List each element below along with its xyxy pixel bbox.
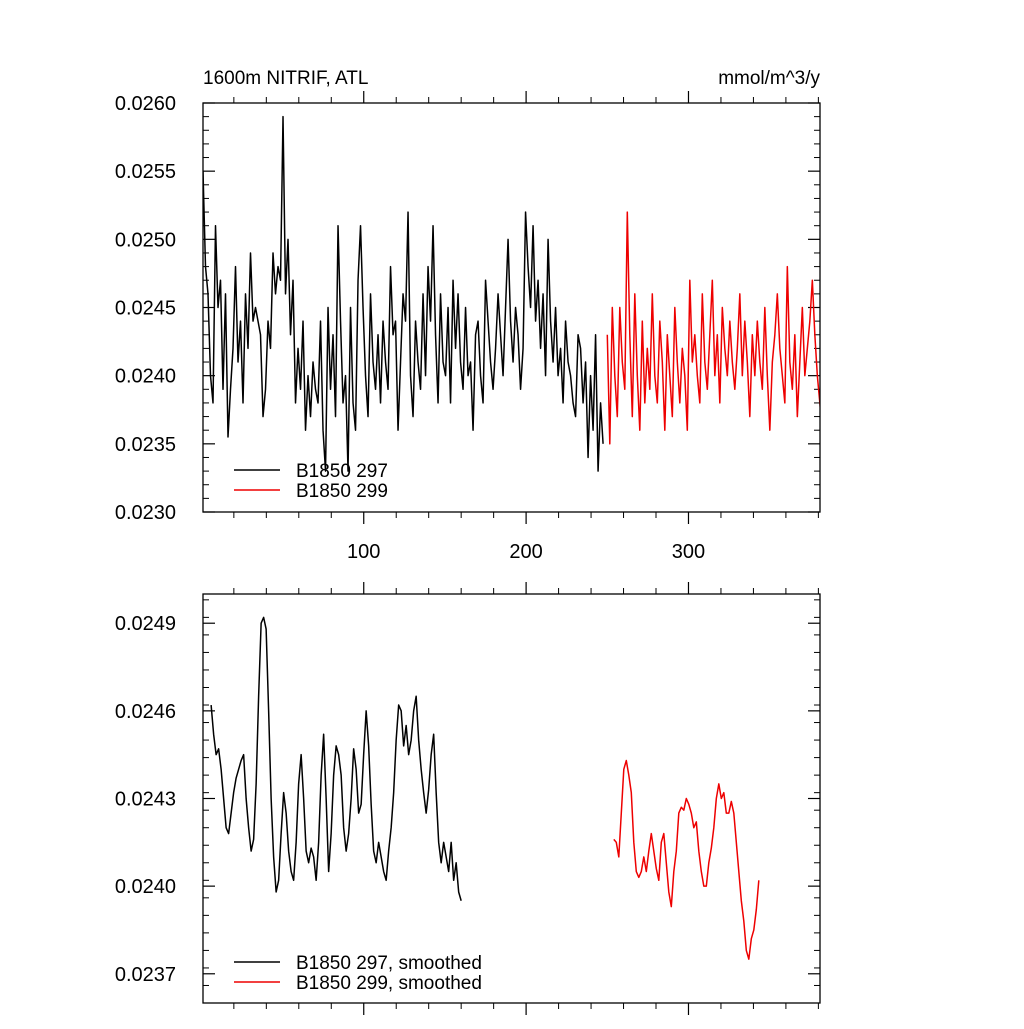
legend-entry: B1850 297 (234, 461, 388, 482)
plot-frame (202, 593, 821, 1004)
legend-label: B1850 297 (296, 461, 388, 482)
x-tick-label: 300 (672, 541, 705, 563)
y-tick-label: 0.0255 (115, 161, 176, 183)
y-tick-label: 0.0243 (115, 789, 176, 811)
y-tick-label: 0.0240 (115, 366, 176, 388)
legend-label: B1850 299 (296, 481, 388, 502)
plot-frame (202, 102, 821, 513)
units-label: mmol/m^3/y (718, 68, 820, 89)
y-tick-label: 0.0246 (115, 701, 176, 723)
series-line-b1850-299 (613, 759, 760, 960)
y-tick-label: 0.0237 (115, 964, 176, 986)
legend-label: B1850 297, smoothed (296, 953, 482, 974)
y-tick-label: 0.0249 (115, 613, 176, 635)
y-tick-label: 0.0235 (115, 434, 176, 456)
chart-title: 1600m NITRIF, ATL (203, 68, 368, 89)
y-tick-label: 0.0230 (115, 502, 176, 524)
legend-entry: B1850 297, smoothed (234, 953, 482, 974)
series-line-b1850-299 (606, 211, 820, 445)
y-tick-label: 0.0250 (115, 229, 176, 251)
y-tick-label: 0.0260 (115, 93, 176, 115)
x-tick-label: 100 (347, 541, 380, 563)
series-line-b1850-297 (210, 616, 462, 901)
series-line-b1850-297 (203, 115, 604, 472)
plot-panel-1: 0.0260 0.0255 0.0250 0.0245 0.0240 0.0235 0.02… (115, 91, 821, 563)
legend-entry: B1850 299, smoothed (234, 973, 482, 994)
y-tick-label: 0.0240 (115, 876, 176, 898)
legend-label: B1850 299, smoothed (296, 973, 482, 994)
y-tick-label: 0.0245 (115, 298, 176, 320)
plot-panel-2: 0.0249 0.0246 0.0243 0.0240 0.0237 B1850 297,… (115, 582, 821, 1015)
legend-entry: B1850 299 (234, 481, 388, 502)
x-tick-label: 200 (509, 541, 542, 563)
